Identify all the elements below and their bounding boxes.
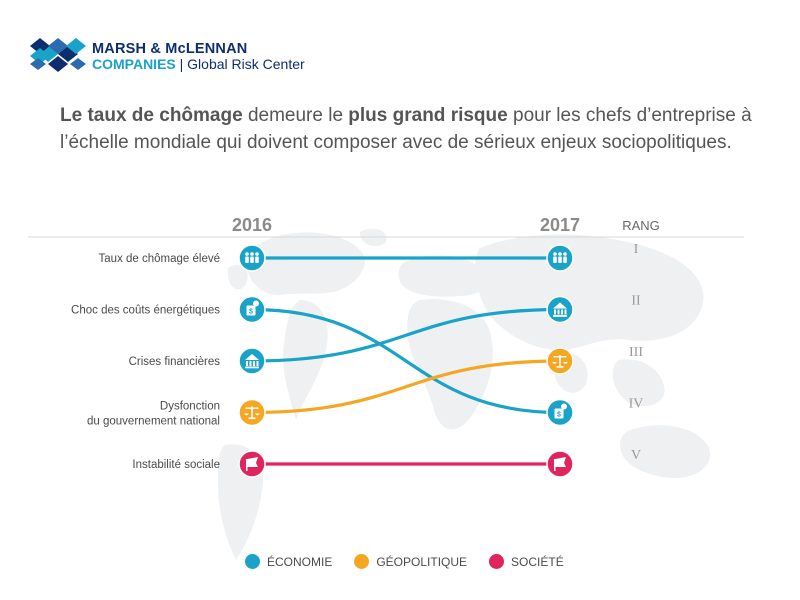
headline-bold-1: Le taux de chômage [60, 105, 243, 126]
category-label-5: Instabilité sociale [132, 459, 220, 471]
logo-line1: MARSH & McLENNAN [92, 41, 248, 57]
category-label-4: Dysfonction du gouvernement national [87, 401, 220, 428]
year-2017-label: 2017 [540, 215, 580, 235]
category-label-2: Choc des coûts énergétiques [71, 305, 220, 317]
logo-risk-center: | Global Risk Center [175, 56, 305, 72]
legend: ÉCONOMIE GÉOPOLITIQUE SOCIÉTÉ [245, 554, 564, 569]
series-line-3 [250, 307, 562, 363]
fuel-cost-icon-2016: $ [238, 295, 266, 324]
bank-icon-2017 [546, 295, 574, 324]
rank-label-4: IV [629, 397, 644, 412]
slope-lines [250, 256, 562, 466]
headline-text-1: demeure le [242, 105, 349, 126]
logo-line2: COMPANIES | Global Risk Center [92, 56, 305, 72]
fuel-cost-icon-2017: $ [546, 398, 574, 427]
scales-icon-2016 [238, 398, 266, 427]
category-labels: Taux de chômage élevé Choc des coûts éner… [71, 253, 220, 471]
headline: Le taux de chômage demeure le plus grand… [60, 102, 760, 156]
people-icon-2017 [546, 244, 574, 272]
legend-item-geopolitique: GÉOPOLITIQUE [354, 554, 467, 569]
year-2016-label: 2016 [232, 215, 272, 235]
legend-label-geopolitique: GÉOPOLITIQUE [376, 554, 468, 569]
bank-icon-2016 [238, 347, 266, 375]
rank-label-5: V [631, 448, 641, 463]
legend-label-economie: ÉCONOMIE [267, 554, 333, 569]
series-line-2 [250, 307, 562, 415]
world-map-background [218, 228, 711, 560]
series-line-4 [250, 359, 562, 415]
legend-dot-societe [489, 554, 505, 569]
rank-label-3: III [629, 345, 643, 360]
rank-label-2: II [631, 294, 641, 309]
legend-dot-economie [245, 554, 260, 569]
category-label-3: Crises financières [129, 356, 221, 368]
markers: $$ [238, 244, 574, 478]
rank-header: RANG [622, 218, 660, 233]
svg-text:$: $ [249, 309, 253, 316]
scales-icon-2017 [546, 347, 574, 375]
people-icon-2016 [238, 244, 266, 272]
legend-item-societe: SOCIÉTÉ [489, 554, 564, 569]
rank-label-1: I [634, 242, 639, 257]
legend-label-societe: SOCIÉTÉ [511, 554, 564, 569]
svg-text:$: $ [557, 412, 561, 419]
protest-flag-icon-2017 [546, 450, 574, 478]
headline-text-2: pour les chefs d’entreprise à l’échelle … [60, 105, 752, 153]
logo-companies: COMPANIES [92, 56, 176, 72]
mmc-logo-icon [30, 38, 86, 72]
headline-bold-2: plus grand risque [348, 105, 508, 126]
category-label-1: Taux de chômage élevé [99, 253, 220, 265]
legend-item-economie: ÉCONOMIE [245, 554, 332, 569]
legend-dot-geopolitique [354, 554, 370, 569]
protest-flag-icon-2016 [238, 450, 266, 478]
